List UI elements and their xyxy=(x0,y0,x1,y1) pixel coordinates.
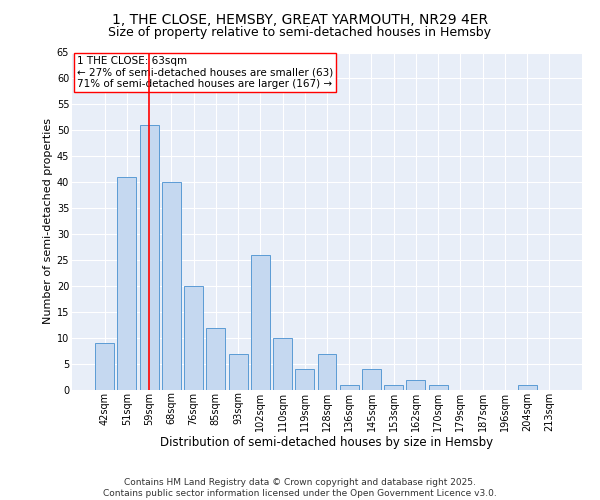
Bar xyxy=(206,328,225,390)
Bar xyxy=(340,385,359,390)
Bar xyxy=(362,369,381,390)
Bar xyxy=(295,369,314,390)
Bar xyxy=(118,177,136,390)
Text: Size of property relative to semi-detached houses in Hemsby: Size of property relative to semi-detach… xyxy=(109,26,491,39)
Text: 1 THE CLOSE: 63sqm
← 27% of semi-detached houses are smaller (63)
71% of semi-de: 1 THE CLOSE: 63sqm ← 27% of semi-detache… xyxy=(77,56,334,89)
Y-axis label: Number of semi-detached properties: Number of semi-detached properties xyxy=(43,118,53,324)
Bar xyxy=(251,255,270,390)
Bar xyxy=(140,125,158,390)
Bar xyxy=(518,385,536,390)
Bar xyxy=(229,354,248,390)
Bar xyxy=(162,182,181,390)
Bar xyxy=(429,385,448,390)
Bar xyxy=(406,380,425,390)
X-axis label: Distribution of semi-detached houses by size in Hemsby: Distribution of semi-detached houses by … xyxy=(160,436,494,449)
Bar xyxy=(95,344,114,390)
Text: 1, THE CLOSE, HEMSBY, GREAT YARMOUTH, NR29 4ER: 1, THE CLOSE, HEMSBY, GREAT YARMOUTH, NR… xyxy=(112,12,488,26)
Bar xyxy=(273,338,292,390)
Text: Contains HM Land Registry data © Crown copyright and database right 2025.
Contai: Contains HM Land Registry data © Crown c… xyxy=(103,478,497,498)
Bar xyxy=(317,354,337,390)
Bar xyxy=(384,385,403,390)
Bar xyxy=(184,286,203,390)
